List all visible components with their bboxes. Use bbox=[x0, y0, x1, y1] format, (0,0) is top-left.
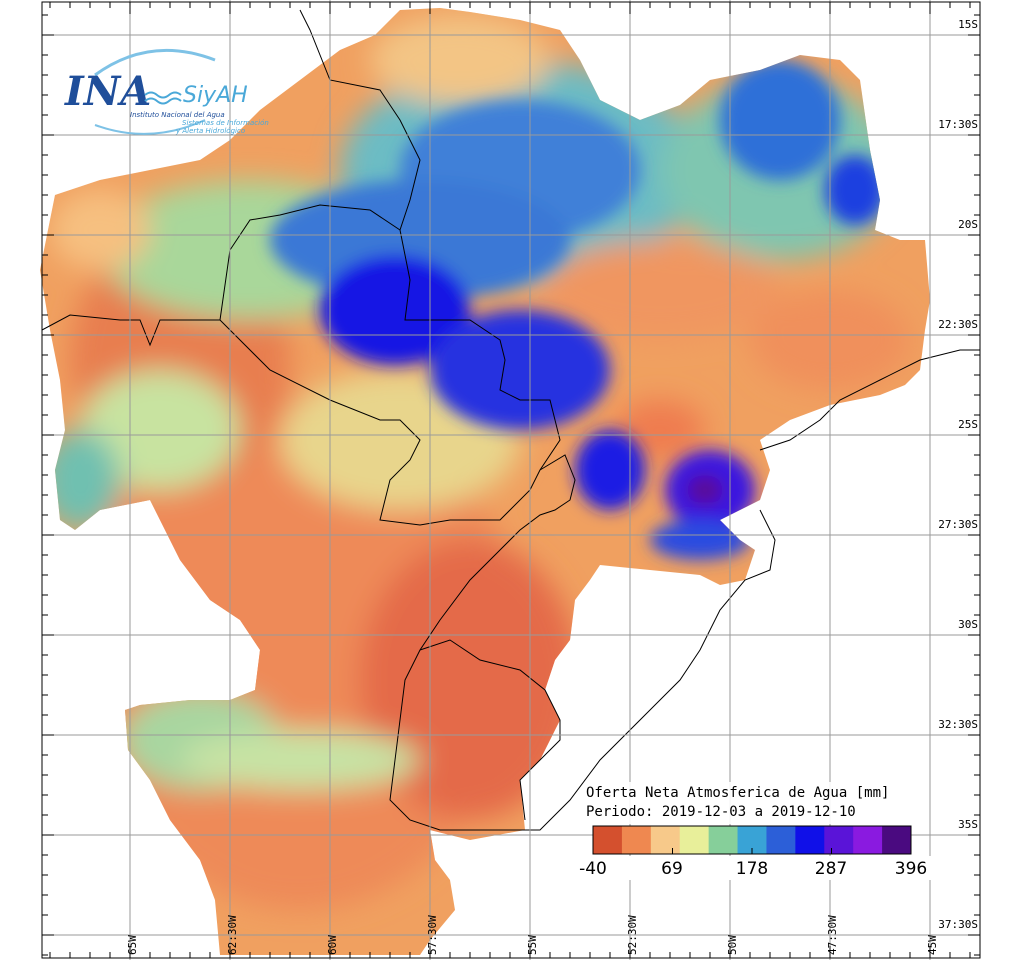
lat-label: 35S bbox=[958, 818, 978, 831]
lat-label: 15S bbox=[958, 18, 978, 31]
legend-color-swatch bbox=[795, 826, 825, 854]
legend-color-swatch bbox=[853, 826, 883, 854]
legend-tick-label: 287 bbox=[815, 859, 847, 879]
lon-label: 55W bbox=[526, 935, 539, 955]
lon-label: 57:30W bbox=[426, 915, 439, 955]
lon-label: 65W bbox=[126, 935, 139, 955]
longitude-labels: 65W 62:30W 60W 57:30W 55W 52:30W 50W 47:… bbox=[126, 915, 939, 955]
legend-tick-label: -40 bbox=[579, 859, 607, 879]
lat-label: 32:30S bbox=[938, 718, 978, 731]
lat-label: 25S bbox=[958, 418, 978, 431]
legend-color-swatch bbox=[708, 826, 739, 854]
map-frame bbox=[41, 1, 981, 959]
lat-label: 27:30S bbox=[938, 518, 978, 531]
legend-color-swatch bbox=[766, 826, 796, 854]
lat-label: 17:30S bbox=[938, 118, 978, 131]
legend-title-line2: Periodo: 2019-12-03 a 2019-12-10 bbox=[586, 804, 856, 820]
legend-title-line1: Oferta Neta Atmosferica de Agua [mm] bbox=[586, 785, 889, 801]
logo-siyah-subtitle-2: y Alerta Hidrológico bbox=[175, 127, 245, 135]
lat-label: 22:30S bbox=[938, 318, 978, 331]
lat-label: 30S bbox=[958, 618, 978, 631]
lat-label: 37:30S bbox=[938, 918, 978, 931]
logo-siyah-text: SiyAH bbox=[183, 83, 248, 108]
legend-color-swatch bbox=[824, 826, 854, 854]
logo-arc-lower-icon bbox=[94, 119, 206, 135]
legend-color-swatch bbox=[650, 826, 681, 854]
legend-tick-label: 178 bbox=[736, 859, 768, 879]
lon-label: 62:30W bbox=[226, 915, 239, 955]
logo-siyah-subtitle-1: Sistemas de Información bbox=[182, 119, 269, 127]
legend-color-swatch bbox=[621, 826, 652, 854]
logo-waves-icon bbox=[144, 91, 182, 105]
legend: Oferta Neta Atmosferica de Agua [mm] Per… bbox=[570, 782, 934, 880]
legend-tick-label: 396 bbox=[895, 859, 927, 879]
legend-color-swatch bbox=[882, 826, 912, 854]
ina-siyah-logo: INA SiyAH Instituto Nacional del Agua Si… bbox=[64, 48, 269, 135]
lon-label: 47:30W bbox=[826, 915, 839, 955]
lon-label: 45W bbox=[926, 935, 939, 955]
logo-ina-text: INA bbox=[64, 68, 151, 115]
lat-label: 20S bbox=[958, 218, 978, 231]
lon-label: 60W bbox=[326, 935, 339, 955]
legend-ticks bbox=[592, 848, 912, 854]
lon-label: 52:30W bbox=[626, 915, 639, 955]
frame-ticks bbox=[42, 2, 980, 958]
latitude-labels: 15S 17:30S 20S 22:30S 25S 27:30S 30S 32:… bbox=[938, 18, 978, 931]
legend-tick-label: 69 bbox=[661, 859, 683, 879]
legend-color-swatch bbox=[679, 826, 710, 854]
legend-color-swatch bbox=[593, 826, 623, 854]
logo-arc-icon bbox=[94, 48, 216, 77]
lon-label: 50W bbox=[726, 935, 739, 955]
logo-ina-subtitle: Instituto Nacional del Agua bbox=[130, 111, 225, 119]
